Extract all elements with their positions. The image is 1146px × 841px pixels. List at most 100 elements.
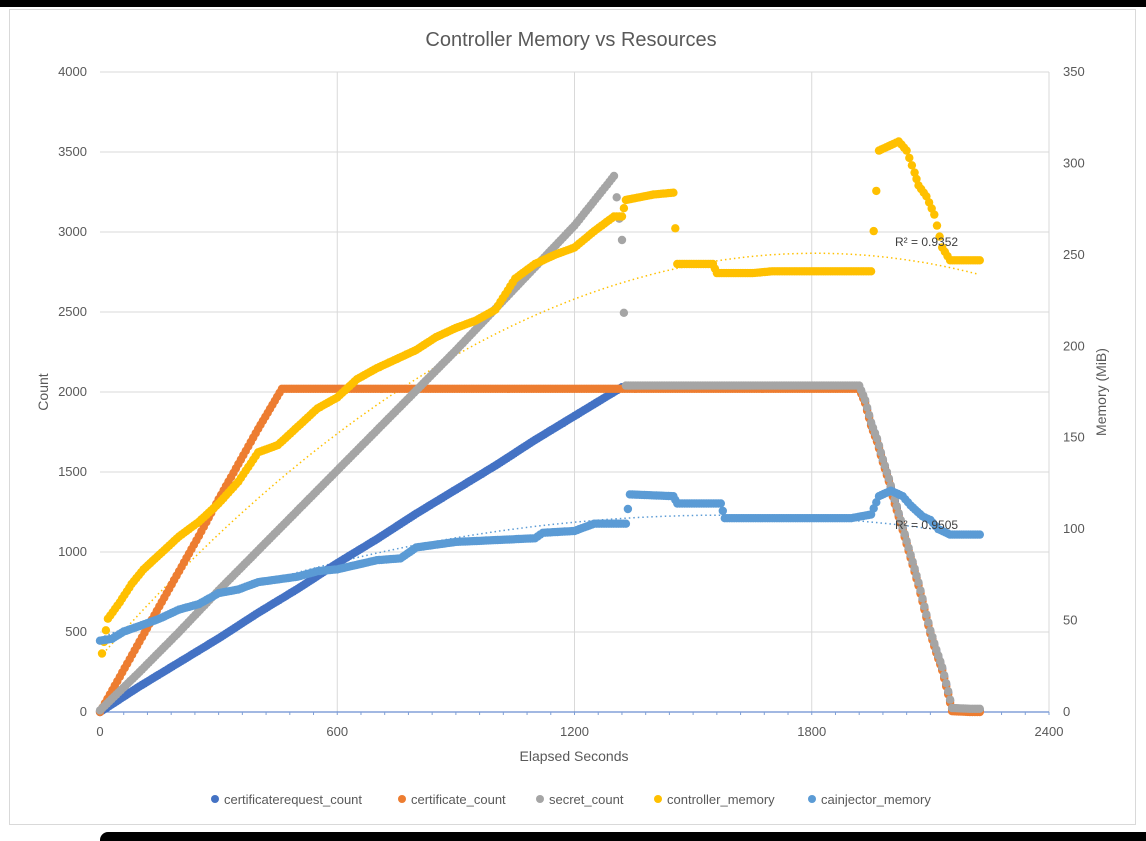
tick-labels: 0500100015002000250030003500400005010015… xyxy=(58,64,1085,739)
data-point xyxy=(623,504,633,514)
data-point xyxy=(914,578,923,587)
series-cainjector_memory xyxy=(95,486,984,645)
data-point xyxy=(930,639,939,648)
data-point xyxy=(880,461,890,470)
chart-area-border xyxy=(9,9,1136,825)
legend-item: certificaterequest_count xyxy=(224,792,362,807)
x-axis-title: Elapsed Seconds xyxy=(520,748,629,764)
data-point xyxy=(621,519,631,528)
window-top-bar xyxy=(0,0,1146,7)
data-point xyxy=(860,395,870,405)
y-tick-label: 1500 xyxy=(58,464,87,479)
data-point xyxy=(920,602,929,611)
data-point xyxy=(938,663,947,672)
chart-title: Controller Memory vs Resources xyxy=(425,29,716,51)
y2-tick-label: 100 xyxy=(1063,521,1085,536)
data-point xyxy=(905,153,914,163)
data-point xyxy=(902,536,911,545)
data-point xyxy=(872,186,881,196)
data-point xyxy=(924,618,933,627)
data-point xyxy=(932,221,942,230)
secondary-y-axis-title: Memory (MiB) xyxy=(1093,348,1109,436)
y-tick-label: 1000 xyxy=(58,544,87,559)
series-certificaterequest_count xyxy=(95,383,984,717)
data-point xyxy=(894,508,903,518)
data-point xyxy=(908,557,917,566)
data-point xyxy=(617,235,627,245)
data-point xyxy=(912,571,921,580)
data-point xyxy=(862,403,872,412)
y-tick-label: 2500 xyxy=(58,304,87,319)
legend-item: secret_count xyxy=(549,792,624,807)
data-point xyxy=(864,410,874,420)
data-point xyxy=(892,501,901,511)
x-tick-label: 0 xyxy=(96,724,103,739)
x-tick-label: 600 xyxy=(326,724,348,739)
data-point xyxy=(869,226,878,236)
legend-marker xyxy=(536,795,544,803)
data-points xyxy=(95,137,984,717)
data-point xyxy=(617,212,627,221)
data-point xyxy=(718,506,727,516)
trendline-controller_memory xyxy=(99,252,978,658)
data-point xyxy=(874,441,884,450)
trendline-r2-cainjector-memory: R² = 0.9505 xyxy=(895,518,958,532)
axes xyxy=(99,711,1050,715)
data-point xyxy=(872,434,882,443)
data-point xyxy=(912,174,921,184)
data-point xyxy=(940,671,949,680)
data-point xyxy=(942,679,951,688)
data-point xyxy=(975,256,984,265)
y2-tick-label: 150 xyxy=(1063,430,1085,445)
y-tick-label: 3500 xyxy=(58,144,87,159)
data-point xyxy=(918,594,927,603)
data-point xyxy=(945,695,955,704)
data-point xyxy=(612,193,621,202)
x-tick-label: 1200 xyxy=(560,724,589,739)
y-tick-label: 4000 xyxy=(58,64,87,79)
data-point xyxy=(975,530,984,539)
y2-tick-label: 200 xyxy=(1063,338,1085,353)
data-point xyxy=(669,188,678,197)
trendline-r2-controller-memory: R² = 0.9352 xyxy=(895,235,958,249)
y-tick-label: 500 xyxy=(65,624,87,639)
y2-tick-label: 350 xyxy=(1063,64,1085,79)
y-axis-title: Count xyxy=(35,373,51,410)
data-point xyxy=(944,687,953,696)
x-tick-label: 2400 xyxy=(1035,724,1064,739)
data-point xyxy=(930,210,939,219)
window-bottom-bar xyxy=(100,832,1146,841)
legend: certificaterequest_count certificate_coun… xyxy=(211,792,931,807)
data-point xyxy=(975,704,984,713)
data-point xyxy=(906,550,915,559)
data-point xyxy=(907,161,917,170)
y2-tick-label: 0 xyxy=(1063,704,1070,719)
data-point xyxy=(101,626,111,635)
data-point xyxy=(878,455,888,464)
y2-tick-label: 300 xyxy=(1063,155,1085,170)
x-tick-label: 1800 xyxy=(797,724,826,739)
y-tick-label: 2000 xyxy=(58,384,87,399)
trendlines xyxy=(99,252,978,658)
legend-item: certificate_count xyxy=(411,792,506,807)
data-point xyxy=(609,171,619,181)
legend-item: cainjector_memory xyxy=(821,792,931,807)
legend-item: controller_memory xyxy=(667,792,775,807)
legend-marker xyxy=(808,795,816,803)
data-point xyxy=(882,467,892,477)
data-point xyxy=(876,448,886,457)
data-point xyxy=(896,515,905,525)
y-tick-label: 0 xyxy=(80,704,87,719)
y-tick-label: 3000 xyxy=(58,224,87,239)
data-point xyxy=(884,474,894,483)
data-point xyxy=(671,224,680,233)
data-point xyxy=(898,522,907,532)
data-point xyxy=(910,564,919,573)
data-point xyxy=(928,632,937,641)
data-point xyxy=(866,267,876,276)
data-point xyxy=(904,543,913,552)
data-point xyxy=(902,146,911,155)
legend-marker xyxy=(398,795,406,803)
